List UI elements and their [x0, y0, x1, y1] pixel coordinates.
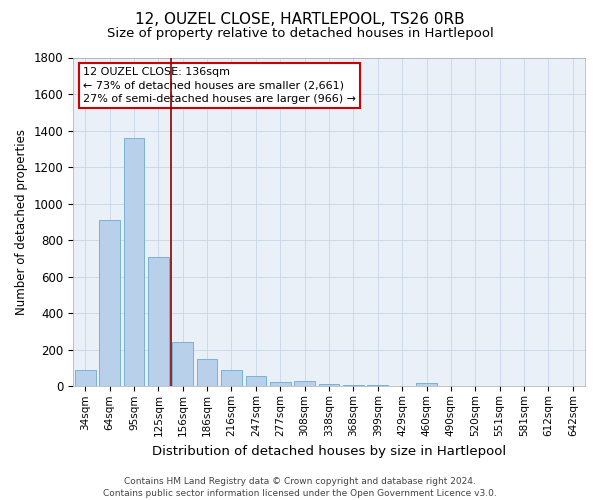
Text: 12 OUZEL CLOSE: 136sqm
← 73% of detached houses are smaller (2,661)
27% of semi-: 12 OUZEL CLOSE: 136sqm ← 73% of detached…: [83, 68, 356, 104]
Bar: [343, 385, 364, 386]
Bar: [148, 256, 169, 386]
Bar: [172, 342, 193, 386]
Bar: [124, 138, 145, 386]
Bar: [416, 383, 437, 386]
Text: 12, OUZEL CLOSE, HARTLEPOOL, TS26 0RB: 12, OUZEL CLOSE, HARTLEPOOL, TS26 0RB: [135, 12, 465, 28]
Bar: [270, 382, 290, 386]
Bar: [221, 370, 242, 386]
X-axis label: Distribution of detached houses by size in Hartlepool: Distribution of detached houses by size …: [152, 444, 506, 458]
Text: Contains HM Land Registry data © Crown copyright and database right 2024.
Contai: Contains HM Land Registry data © Crown c…: [103, 476, 497, 498]
Bar: [197, 360, 217, 386]
Bar: [245, 376, 266, 386]
Bar: [75, 370, 95, 386]
Text: Size of property relative to detached houses in Hartlepool: Size of property relative to detached ho…: [107, 28, 493, 40]
Bar: [294, 382, 315, 386]
Y-axis label: Number of detached properties: Number of detached properties: [15, 129, 28, 315]
Bar: [99, 220, 120, 386]
Bar: [319, 384, 340, 386]
